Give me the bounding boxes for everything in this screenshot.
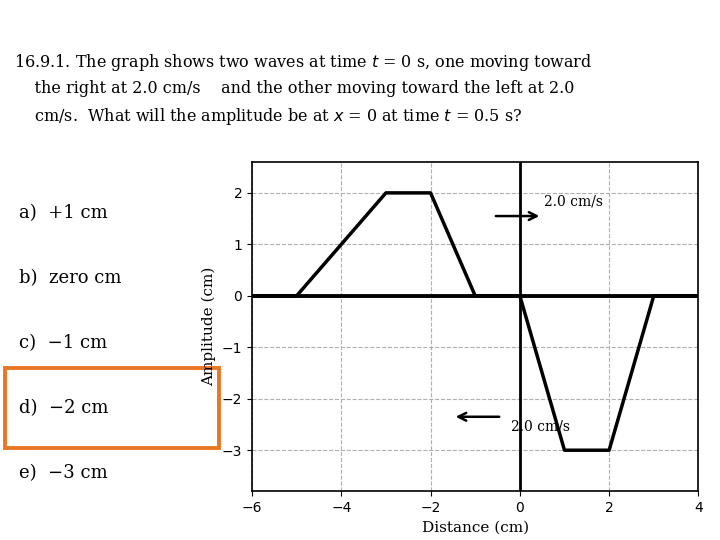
Text: 2.0 cm/s: 2.0 cm/s <box>511 420 570 434</box>
X-axis label: Distance (cm): Distance (cm) <box>422 521 528 535</box>
Text: e)  −3 cm: e) −3 cm <box>19 464 108 482</box>
Text: d)  −2 cm: d) −2 cm <box>19 399 109 417</box>
Text: WILEY: WILEY <box>49 14 122 35</box>
Text: 2.0 cm/s: 2.0 cm/s <box>544 195 603 209</box>
Text: W: W <box>1 14 24 35</box>
Text: b)  zero cm: b) zero cm <box>19 269 122 287</box>
FancyBboxPatch shape <box>5 368 219 448</box>
Text: a)  +1 cm: a) +1 cm <box>19 204 108 222</box>
Y-axis label: Amplitude (cm): Amplitude (cm) <box>202 267 216 387</box>
Text: 16.9.1. The graph shows two waves at time $t$ = 0 s, one moving toward
    the r: 16.9.1. The graph shows two waves at tim… <box>14 52 593 127</box>
Text: c)  −1 cm: c) −1 cm <box>19 334 107 352</box>
